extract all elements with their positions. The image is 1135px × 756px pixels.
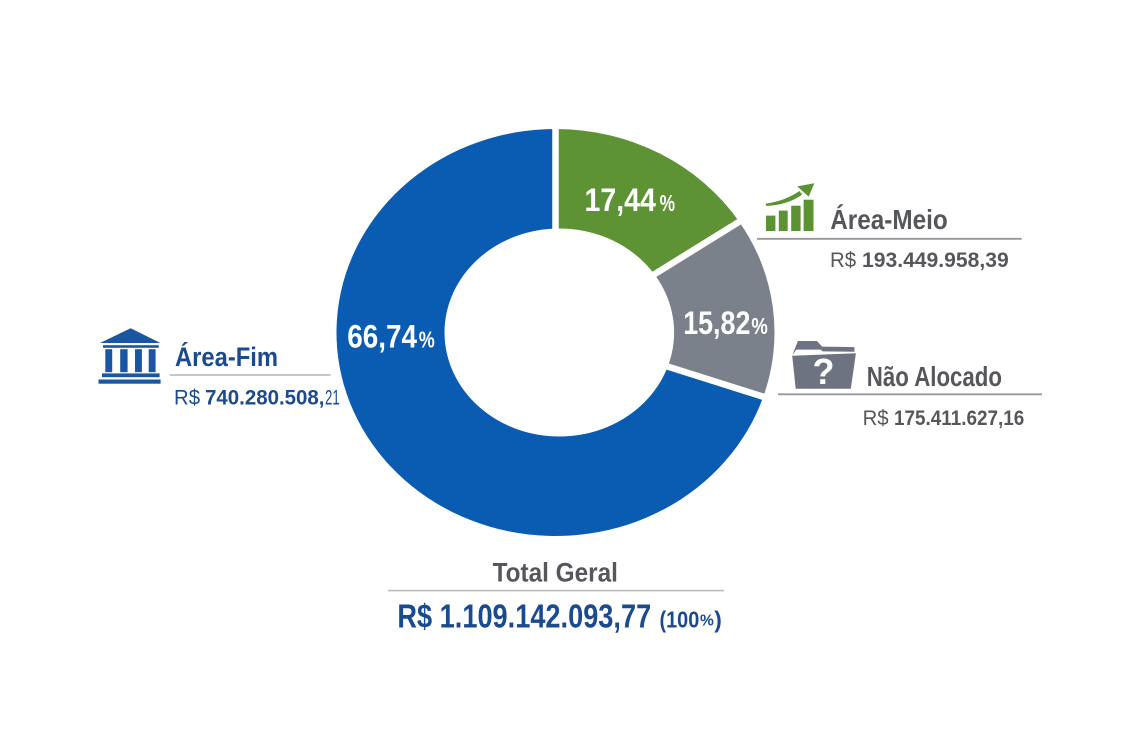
svg-text:193.449.958,39: 193.449.958,39 bbox=[862, 248, 1009, 272]
svg-text:(100: (100 bbox=[660, 607, 700, 633]
svg-text:?: ? bbox=[813, 351, 835, 392]
svg-text:): ) bbox=[714, 607, 722, 633]
svg-text:17,44: 17,44 bbox=[585, 182, 656, 218]
svg-text:%: % bbox=[700, 612, 714, 629]
svg-text:740.280.508,: 740.280.508, bbox=[205, 385, 325, 409]
svg-text:R$: R$ bbox=[174, 385, 200, 409]
svg-text:R$ 1.109.142.093,77: R$ 1.109.142.093,77 bbox=[397, 598, 651, 635]
svg-text:15,82: 15,82 bbox=[683, 305, 750, 341]
svg-text:Não Alocado: Não Alocado bbox=[867, 361, 1002, 392]
svg-text:175.411.627,16: 175.411.627,16 bbox=[894, 406, 1024, 430]
svg-text:%: % bbox=[419, 327, 435, 353]
svg-text:R$: R$ bbox=[830, 248, 856, 272]
svg-text:Total Geral: Total Geral bbox=[493, 558, 618, 588]
svg-text:%: % bbox=[751, 313, 767, 339]
svg-text:%: % bbox=[660, 190, 675, 216]
svg-text:66,74: 66,74 bbox=[347, 319, 417, 355]
svg-text:Área-Meio: Área-Meio bbox=[830, 204, 948, 235]
svg-text:21: 21 bbox=[325, 385, 340, 409]
svg-text:Área-Fim: Área-Fim bbox=[175, 342, 278, 372]
svg-text:R$: R$ bbox=[863, 406, 889, 430]
